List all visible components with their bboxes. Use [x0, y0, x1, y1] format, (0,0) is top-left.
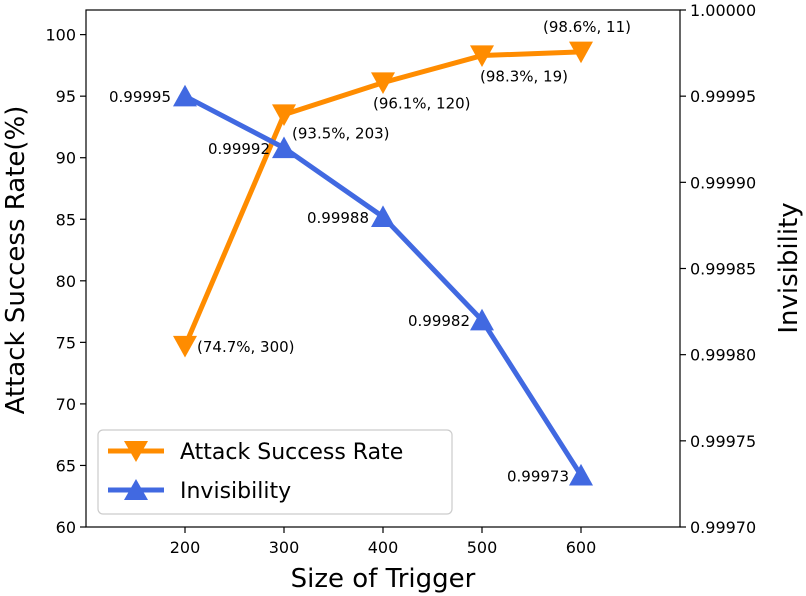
- left-tick-label: 85: [56, 210, 76, 229]
- legend-entry-invisibility: Invisibility: [108, 479, 291, 504]
- asr-data-label: (96.1%, 120): [373, 95, 471, 113]
- x-tick-label: 200: [170, 538, 201, 557]
- right-tick-label: 0.99985: [690, 260, 756, 279]
- left-tick-label: 75: [56, 333, 76, 352]
- left-tick-label: 100: [45, 26, 76, 45]
- left-tick-label: 65: [56, 456, 76, 475]
- right-tick-label: 0.99975: [690, 432, 756, 451]
- right-tick-label: 0.99990: [690, 173, 756, 192]
- x-tick-label: 400: [368, 538, 399, 557]
- data-point-invisibility: [272, 136, 296, 159]
- asr-data-label: (98.3%, 19): [480, 68, 568, 86]
- data-point-attack-success-rate: [272, 104, 296, 127]
- left-axis-title: Attack Success Rate(%): [1, 106, 31, 415]
- x-axis-ticks: 200 300 400 500 600: [170, 527, 597, 557]
- left-tick-label: 70: [56, 395, 76, 414]
- left-tick-label: 60: [56, 518, 76, 537]
- right-tick-label: 0.99980: [690, 346, 756, 365]
- legend-marker-triangle-up: [124, 479, 148, 500]
- legend-entry-attack-success-rate: Attack Success Rate: [108, 440, 403, 465]
- left-tick-label: 80: [56, 272, 76, 291]
- right-axis-ticks: 0.99970 0.99975 0.99980 0.99985 0.99990 0.999…: [680, 1, 756, 537]
- asr-data-label: (93.5%, 203): [292, 125, 390, 143]
- x-tick-label: 600: [566, 538, 597, 557]
- right-tick-label: 1.00000: [690, 1, 756, 20]
- x-tick-label: 500: [467, 538, 498, 557]
- data-point-attack-success-rate: [371, 72, 395, 95]
- series-layer: [173, 41, 593, 486]
- invisibility-data-label: 0.99973: [507, 467, 569, 485]
- legend-box: [97, 429, 453, 515]
- asr-data-label: (74.7%, 300): [197, 338, 295, 356]
- legend-label-attack-success-rate: Attack Success Rate: [180, 440, 403, 465]
- invisibility-data-label: 0.99988: [307, 209, 369, 227]
- x-axis-title: Size of Trigger: [291, 564, 476, 594]
- asr-data-label: (98.6%, 11): [543, 18, 631, 36]
- legend: Attack Success Rate Invisibility: [97, 429, 453, 515]
- data-point-attack-success-rate: [470, 45, 494, 67]
- left-axis-ticks: 60 65 70 75 80 85 90 95 100: [45, 26, 86, 537]
- right-axis-title: Invisibility: [774, 202, 804, 333]
- invisibility-data-label: 0.99982: [408, 312, 470, 330]
- data-point-attack-success-rate: [569, 41, 593, 64]
- legend-label-invisibility: Invisibility: [180, 479, 291, 504]
- data-labels-layer: (74.7%, 300) (93.5%, 203) (96.1%, 120) (98.…: [109, 18, 631, 485]
- left-tick-label: 95: [56, 87, 76, 106]
- data-point-invisibility: [371, 205, 395, 227]
- data-point-invisibility: [173, 84, 197, 107]
- data-point-attack-success-rate: [173, 335, 197, 358]
- invisibility-data-label: 0.99995: [109, 88, 171, 106]
- data-point-invisibility: [470, 308, 494, 331]
- data-point-invisibility: [569, 463, 593, 486]
- left-tick-label: 90: [56, 149, 76, 168]
- right-tick-label: 0.99995: [690, 87, 756, 106]
- right-tick-label: 0.99970: [690, 518, 756, 537]
- x-tick-label: 300: [269, 538, 300, 557]
- invisibility-data-label: 0.99992: [208, 140, 270, 158]
- legend-marker-triangle-down: [124, 441, 148, 462]
